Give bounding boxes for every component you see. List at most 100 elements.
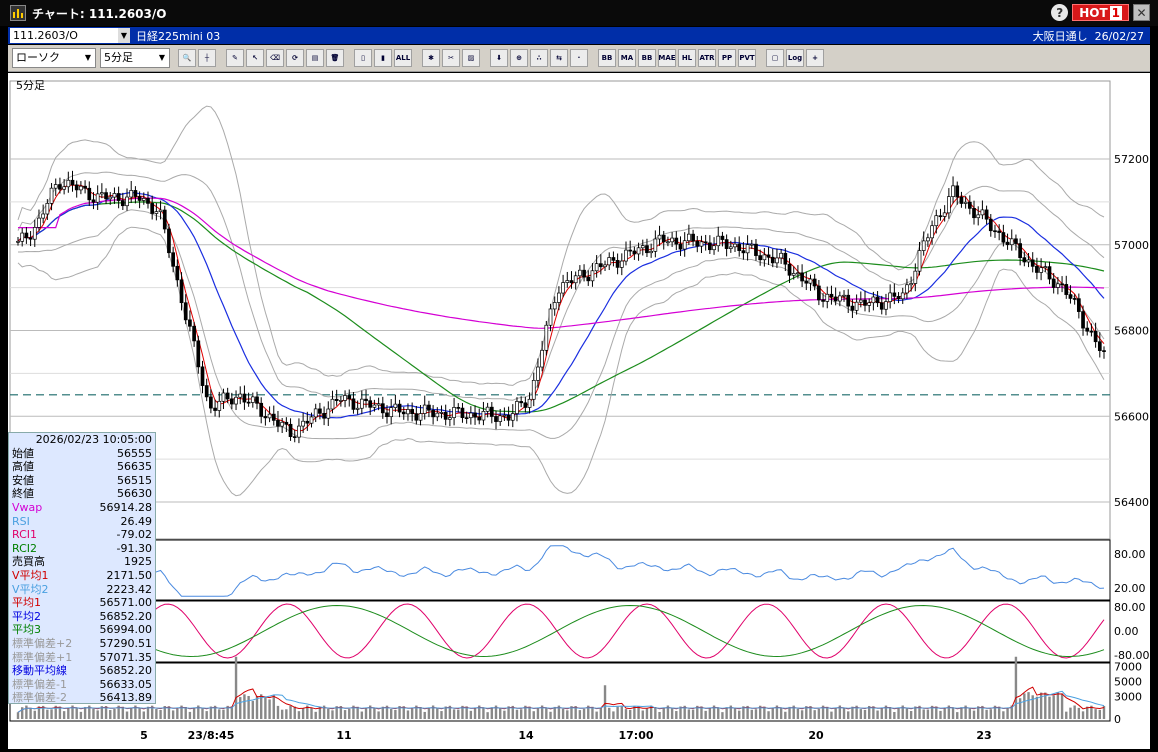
volume-bar [884, 705, 888, 719]
candle-body [376, 403, 381, 406]
candle-body [540, 349, 544, 368]
candle-body [875, 296, 880, 304]
candle-body [183, 302, 188, 321]
volume-bar [322, 705, 326, 719]
chart-area[interactable]: 5分足 57200 57000 56800 56600 56400 80.00 20.00 80… [8, 73, 1150, 749]
toolbar-cursor-button[interactable]: ↖ [246, 49, 264, 67]
volume-bar [876, 710, 879, 719]
help-button[interactable]: ? [1051, 4, 1069, 21]
data-panel-row: V平均1 2171.50 [9, 569, 155, 583]
hot-button[interactable]: HOT 1 [1072, 4, 1129, 21]
chart-type-select[interactable]: ローソク ▼ [12, 48, 96, 68]
toolbar-plus-chart-button[interactable]: + [806, 49, 824, 67]
toolbar-atr-button[interactable]: ATR [698, 49, 716, 67]
volume-bar [272, 695, 275, 719]
hot-badge: 1 [1109, 5, 1122, 20]
volume-tick-label: 0 [1114, 713, 1121, 726]
candle-body [586, 276, 591, 282]
volume-bar [222, 709, 225, 719]
data-panel-value: 57071.35 [99, 650, 153, 664]
data-panel-row: 高値 56635 [9, 460, 155, 474]
toolbar-eraser-button[interactable]: ⌫ [266, 49, 284, 67]
toolbar-ma-button[interactable]: MA [618, 49, 636, 67]
volume-bar [503, 710, 506, 719]
candle-body [678, 243, 683, 250]
candle-body [1093, 330, 1098, 343]
volume-bar [977, 706, 980, 719]
candle-body [91, 199, 96, 203]
toolbar-candle-b-button[interactable]: ▮ [374, 49, 392, 67]
candle-body [791, 273, 796, 276]
title-bar: チャート: 111.2603/O ? HOT 1 ✕ [0, 0, 1158, 26]
toolbar-all-button[interactable]: ALL [394, 49, 412, 67]
toolbar-zoom-button[interactable]: 🔍 [178, 49, 196, 67]
price-chart-svg[interactable]: 5分足572005700056800566005640080.0020.0080… [8, 73, 1150, 749]
volume-bar [742, 706, 745, 719]
data-panel-value: 56555 [117, 446, 152, 460]
candle-body [603, 264, 607, 268]
data-panel-label: V平均2 [12, 582, 49, 596]
candle-body [196, 340, 201, 368]
toolbar-bb-vp-button[interactable]: BB [598, 49, 616, 67]
volume-bar [364, 707, 368, 719]
bollinger-band--2 [17, 226, 1105, 497]
candle-body [309, 416, 314, 424]
toolbar-bb-button[interactable]: BB [638, 49, 656, 67]
toolbar-hl-button[interactable]: HL [678, 49, 696, 67]
candle-body [246, 401, 251, 404]
candle-body [829, 293, 834, 298]
volume-bar [436, 708, 439, 719]
candle-body [921, 240, 926, 251]
candle-body [28, 237, 33, 240]
candle-body [389, 407, 394, 418]
candle-body [83, 185, 87, 189]
volume-bar [855, 705, 858, 719]
volume-bar [16, 712, 20, 719]
toolbar-crosshair-button[interactable]: ┼ [198, 49, 216, 67]
chevron-down-icon[interactable]: ▼ [118, 28, 130, 43]
data-panel-value: 2171.50 [106, 568, 153, 582]
toolbar-dotchart-button[interactable]: ∴ [530, 49, 548, 67]
volume-bar [725, 707, 728, 719]
interval-label: 5分足 [16, 79, 45, 92]
candle-body [133, 190, 138, 197]
candle-body [242, 393, 247, 403]
toolbar-settings-button[interactable]: ✱ [422, 49, 440, 67]
volume-bar [1018, 698, 1022, 719]
toolbar-pvt-pp-button[interactable]: PP [718, 49, 736, 67]
candle-body [926, 237, 930, 242]
candle-body [867, 302, 872, 306]
toolbar-refresh-button[interactable]: ⟳ [286, 49, 304, 67]
toolbar-box-button[interactable]: ▢ [766, 49, 784, 67]
toolbar-log-button[interactable]: Log [786, 49, 804, 67]
candle-body [531, 379, 536, 400]
toolbar-mae-button[interactable]: MAE [658, 49, 676, 67]
volume-bar [486, 712, 489, 719]
volume-bar [968, 708, 972, 719]
toolbar-search-button[interactable]: ⊕ [510, 49, 528, 67]
toolbar-print-button[interactable]: ▤ [306, 49, 324, 67]
toolbar-pvt-button[interactable]: PVT [738, 49, 756, 67]
data-panel-value: 26.49 [120, 514, 153, 528]
interval-select[interactable]: 5分足 ▼ [100, 48, 170, 68]
volume-bar [461, 705, 464, 719]
toolbar-blank-button[interactable]: · [570, 49, 588, 67]
volume-bar [327, 708, 330, 719]
toolbar-candle-a-button[interactable]: ▯ [354, 49, 372, 67]
data-panel-row: 売買高 1925 [9, 555, 155, 569]
toolbar-down-button[interactable]: ⬇ [490, 49, 508, 67]
toolbar-wrench-button[interactable]: ✂ [442, 49, 460, 67]
close-button[interactable]: ✕ [1133, 4, 1150, 21]
symbol-input[interactable]: 111.2603/O ▼ [10, 28, 130, 43]
toolbar-arrows-button[interactable]: ⇆ [550, 49, 568, 67]
toolbar-paint-button[interactable]: ▨ [462, 49, 480, 67]
data-panel-label: 売買高 [12, 555, 45, 569]
candle-body [16, 240, 20, 243]
toolbar-pencil-button[interactable]: ✎ [226, 49, 244, 67]
candle-body [779, 252, 783, 259]
toolbar-trash-button[interactable]: 🗑 [326, 49, 344, 67]
candle-body [582, 269, 586, 278]
candle-body [460, 407, 465, 418]
candle-body [947, 196, 951, 214]
candle-body [1039, 267, 1043, 273]
